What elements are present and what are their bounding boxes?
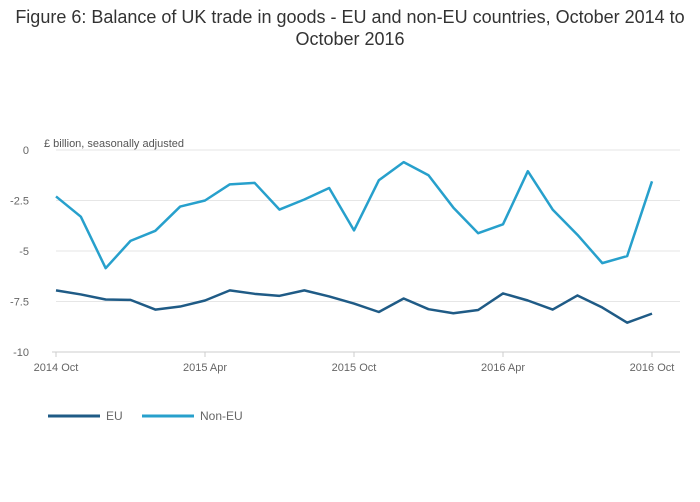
y-tick-label: -5 [19,246,29,258]
y-tick-label: -10 [13,347,29,359]
x-tick-label: 2015 Oct [332,362,377,374]
chart-title: Figure 6: Balance of UK trade in goods -… [15,7,685,49]
legend: EU Non-EU [48,409,243,423]
series-lines [55,160,654,324]
grid-lines [56,149,680,302]
axes: 0 -2.5 -5 -7.5 -10 2014 Oct 2015 Apr 2015 Oct 20… [10,145,680,374]
legend-label: EU [106,409,123,423]
y-tick-label: -7.5 [10,297,29,309]
y-tick-label: 0 [23,145,29,157]
unit-label: £ billion, seasonally adjusted [44,138,184,150]
series-line-non-eu [55,160,654,270]
legend-label: Non-EU [200,409,243,423]
x-tick-label: 2016 Oct [630,362,675,374]
x-tick-label: 2014 Oct [34,362,79,374]
x-tick-label: 2016 Apr [481,362,525,374]
series-line-eu [55,289,653,324]
y-tick-label: -2.5 [10,196,29,208]
x-tick-label: 2015 Apr [183,362,227,374]
